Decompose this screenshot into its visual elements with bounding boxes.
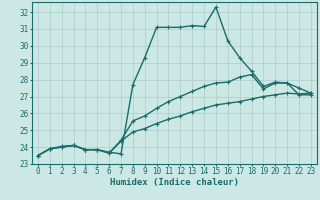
- X-axis label: Humidex (Indice chaleur): Humidex (Indice chaleur): [110, 178, 239, 187]
